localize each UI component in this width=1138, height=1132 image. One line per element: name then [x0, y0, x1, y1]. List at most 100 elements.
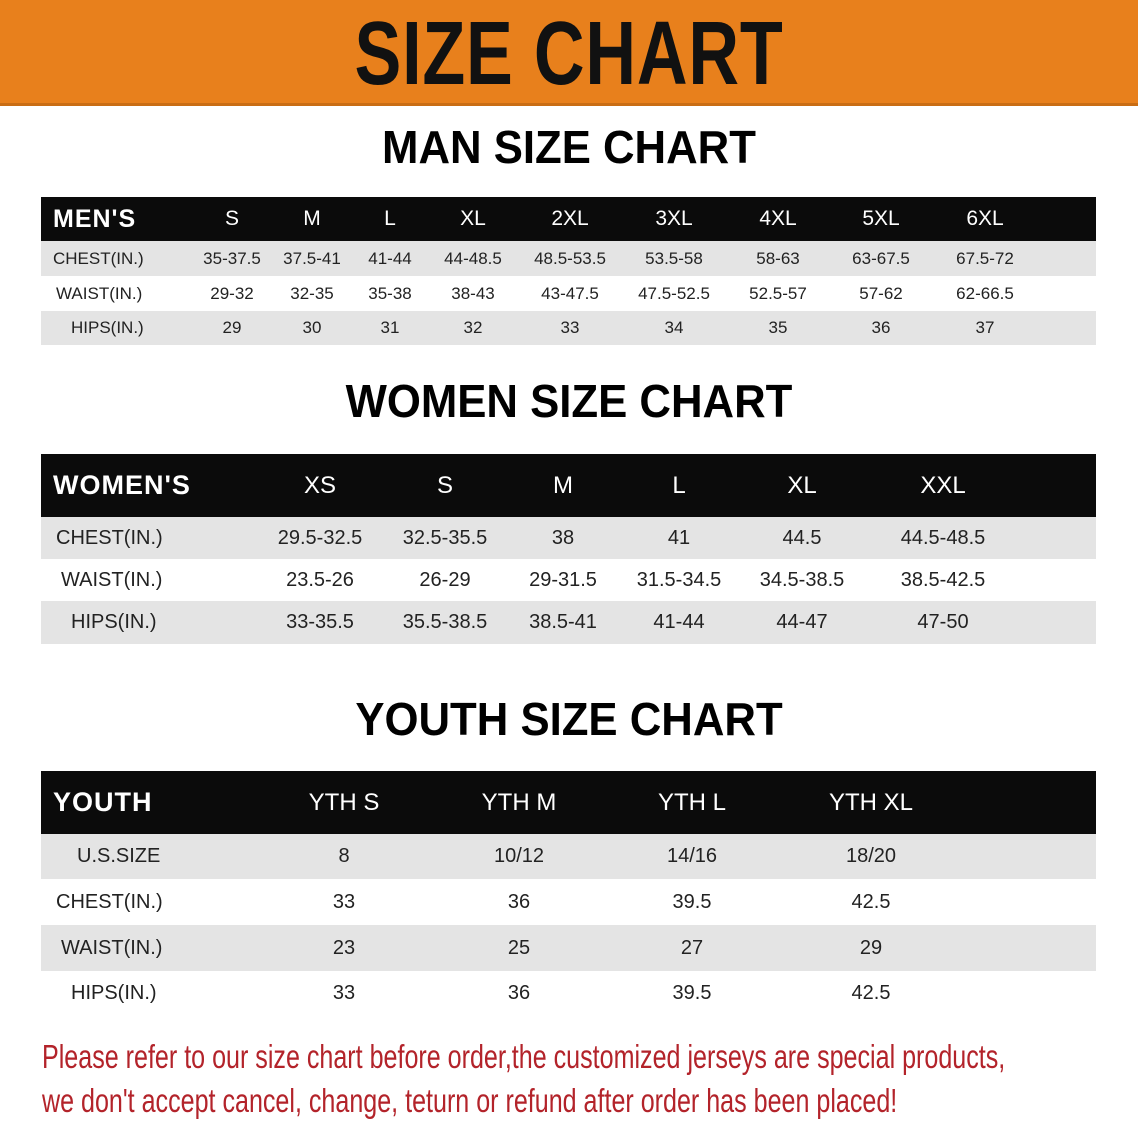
measurement-value: 44.5 [782, 527, 822, 549]
measurement-value: 41-44 [368, 249, 412, 268]
notice-line-2: we don't accept cancel, change, teturn o… [42, 1082, 898, 1119]
measurement-label: HIPS(IN.) [71, 982, 157, 1004]
measurement-value: 29 [222, 318, 242, 337]
size-column-header: YTH L [657, 789, 727, 816]
men-size-table: MEN'S S M L XL 2XL 3XL 4XL 5XL 6XL CHEST(IN.) 35-37… [41, 197, 1096, 345]
measurement-value: 32 [463, 318, 483, 337]
measurement-value: 47-50 [917, 611, 969, 633]
women-header-label: WOMEN'S [53, 470, 191, 500]
size-column-header: L [384, 207, 396, 230]
measurement-value: 44-47 [776, 611, 828, 633]
size-column-header: XS [303, 472, 337, 499]
table-row: WAIST(IN.) 23 25 27 29 [41, 925, 1096, 971]
measurement-value: 33 [332, 891, 356, 913]
size-column-header: L [672, 472, 686, 499]
measurement-value: 38.5-42.5 [900, 569, 986, 591]
banner-title: SIZE CHART [354, 4, 784, 104]
measurement-value: 63-67.5 [852, 249, 910, 268]
size-column-header: M [553, 472, 573, 499]
measurement-value: 30 [302, 318, 322, 337]
measurement-value: 53.5-58 [645, 249, 703, 268]
measurement-value: 33 [560, 318, 580, 337]
measurement-value: 35-37.5 [203, 249, 261, 268]
women-section-title: WOMEN SIZE CHART [345, 375, 793, 427]
men-section-title: MAN SIZE CHART [382, 121, 756, 173]
measurement-value: 23.5-26 [286, 569, 354, 591]
size-column-header: M [303, 207, 321, 230]
size-column-header: YTH M [481, 789, 557, 816]
measurement-value: 29-32 [210, 284, 254, 303]
table-row: CHEST(IN.) 29.5-32.5 32.5-35.5 38 41 44.5 44.5… [41, 517, 1096, 559]
youth-header-label: YOUTH [53, 787, 153, 817]
measurement-value: 18/20 [845, 845, 897, 867]
measurement-value: 62-66.5 [956, 284, 1014, 303]
measurement-value: 52.5-57 [749, 284, 807, 303]
measurement-value: 34.5-38.5 [759, 569, 845, 591]
size-column-header: 5XL [862, 207, 900, 230]
notice-line-1: Please refer to our size chart before or… [42, 1038, 1006, 1075]
measurement-value: 44.5-48.5 [900, 527, 986, 549]
size-column-header: S [436, 472, 454, 499]
measurement-value: 39.5 [672, 891, 712, 913]
measurement-label: CHEST(IN.) [56, 527, 163, 549]
measurement-value: 48.5-53.5 [534, 249, 606, 268]
measurement-value: 37.5-41 [283, 249, 341, 268]
measurement-label: WAIST(IN.) [56, 284, 143, 303]
measurement-value: 34 [664, 318, 684, 337]
measurement-value: 23 [332, 937, 356, 959]
measurement-value: 8 [338, 845, 350, 867]
measurement-label: WAIST(IN.) [61, 937, 163, 959]
size-column-header: 6XL [966, 207, 1004, 230]
measurement-value: 26-29 [419, 569, 471, 591]
measurement-value: 44-48.5 [444, 249, 502, 268]
measurement-value: 47.5-52.5 [638, 284, 710, 303]
measurement-value: 36 [507, 891, 531, 913]
table-row: HIPS(IN.) 33 36 39.5 42.5 [41, 971, 1096, 1016]
size-column-header: 3XL [655, 207, 693, 230]
measurement-value: 31 [380, 318, 400, 337]
measurement-value: 14/16 [666, 845, 718, 867]
measurement-label: HIPS(IN.) [71, 318, 144, 337]
measurement-value: 36 [507, 982, 531, 1004]
measurement-label: HIPS(IN.) [71, 611, 157, 633]
size-column-header: YTH XL [828, 789, 914, 816]
women-size-table: WOMEN'S XS S M L XL XXL CHEST(IN.) 29.5-32.5 32.5… [41, 454, 1096, 644]
size-column-header: XXL [920, 472, 966, 499]
men-header-label: MEN'S [53, 205, 137, 233]
table-row: WAIST(IN.) 23.5-26 26-29 29-31.5 31.5-34.5 34… [41, 559, 1096, 601]
measurement-value: 58-63 [756, 249, 800, 268]
measurement-value: 35.5-38.5 [402, 611, 488, 633]
youth-header-row: YOUTH YTH S YTH M YTH L YTH XL [41, 771, 1096, 834]
measurement-value: 43-47.5 [541, 284, 599, 303]
measurement-value: 35-38 [368, 284, 412, 303]
measurement-value: 39.5 [672, 982, 712, 1004]
youth-section-title: YOUTH SIZE CHART [355, 693, 783, 745]
women-header-row: WOMEN'S XS S M L XL XXL [41, 454, 1096, 517]
measurement-value: 42.5 [851, 982, 891, 1004]
measurement-value: 57-62 [859, 284, 903, 303]
measurement-value: 36 [871, 318, 891, 337]
measurement-value: 29.5-32.5 [277, 527, 363, 549]
size-column-header: S [224, 207, 240, 230]
measurement-value: 25 [507, 937, 531, 959]
measurement-value: 67.5-72 [956, 249, 1014, 268]
measurement-value: 41 [667, 527, 691, 549]
measurement-value: 38.5-41 [529, 611, 597, 633]
size-column-header: XL [460, 207, 486, 230]
measurement-value: 29 [859, 937, 883, 959]
measurement-value: 32.5-35.5 [402, 527, 488, 549]
measurement-value: 27 [680, 937, 704, 959]
table-row: HIPS(IN.) 29 30 31 32 33 34 35 36 37 [41, 311, 1096, 345]
men-header-row: MEN'S S M L XL 2XL 3XL 4XL 5XL 6XL [41, 197, 1096, 241]
measurement-value: 10/12 [493, 845, 545, 867]
size-chart-banner: SIZE CHART [0, 0, 1138, 106]
measurement-value: 32-35 [290, 284, 334, 303]
measurement-value: 35 [768, 318, 788, 337]
table-row: CHEST(IN.) 33 36 39.5 42.5 [41, 879, 1096, 925]
measurement-label: CHEST(IN.) [56, 891, 163, 913]
size-column-header: 2XL [551, 207, 589, 230]
measurement-value: 33-35.5 [286, 611, 354, 633]
measurement-label: U.S.SIZE [77, 845, 161, 867]
table-row: CHEST(IN.) 35-37.5 37.5-41 41-44 44-48.5 48.5… [41, 241, 1096, 276]
measurement-label: CHEST(IN.) [53, 249, 144, 268]
